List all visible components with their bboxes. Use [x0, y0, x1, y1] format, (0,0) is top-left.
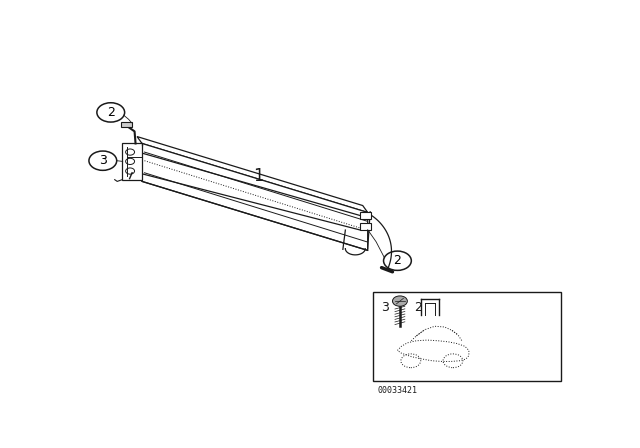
Text: 3: 3 [99, 154, 107, 167]
Circle shape [392, 296, 408, 306]
Text: 3: 3 [381, 301, 389, 314]
Bar [360, 223, 371, 230]
Bar [121, 122, 132, 127]
Bar [360, 212, 371, 220]
Polygon shape [137, 137, 367, 212]
Text: 2: 2 [394, 254, 401, 267]
Text: 00033421: 00033421 [378, 386, 417, 395]
Bar [372, 292, 561, 382]
Bar [122, 143, 142, 180]
Text: 2: 2 [414, 301, 422, 314]
Text: 2: 2 [107, 106, 115, 119]
Polygon shape [142, 143, 367, 250]
Text: 1: 1 [253, 167, 264, 185]
